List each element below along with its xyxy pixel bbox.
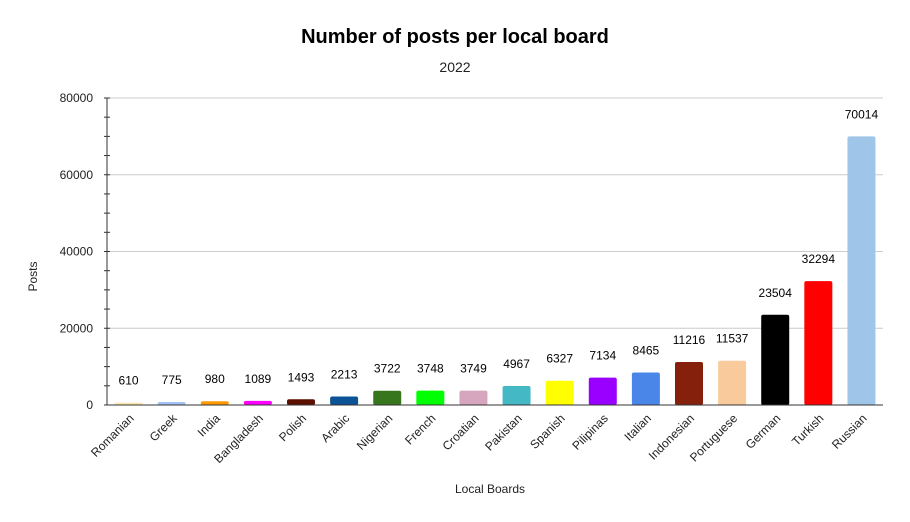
bar-portuguese — [718, 360, 747, 405]
y-tick-label: 60000 — [60, 168, 94, 182]
data-label: 70014 — [845, 107, 879, 121]
x-tick-label: Pakistan — [482, 411, 524, 453]
x-tick-label: Arabic — [318, 411, 352, 445]
x-tick-label: India — [195, 411, 224, 440]
x-tick-label: Polish — [276, 411, 309, 444]
data-label: 11537 — [716, 332, 749, 346]
data-label: 1089 — [245, 372, 272, 386]
data-label: 1493 — [288, 370, 315, 384]
bar-german — [761, 314, 790, 405]
data-label: 4967 — [503, 357, 530, 371]
y-tick-label: 80000 — [60, 91, 94, 105]
x-tick-label: Turkish — [789, 411, 826, 448]
bar-indonesian — [675, 361, 703, 405]
x-tick-label: Russian — [829, 411, 870, 452]
y-tick-label: 0 — [86, 398, 93, 412]
data-label: 3749 — [460, 362, 487, 376]
chart-title: Number of posts per local board — [301, 26, 609, 48]
data-label: 7134 — [589, 349, 616, 363]
data-label: 3748 — [417, 362, 444, 376]
data-label: 980 — [205, 372, 225, 386]
bar-french — [416, 390, 445, 405]
x-tick-label: Croatian — [440, 411, 482, 453]
y-tick-label: 40000 — [60, 245, 94, 259]
y-tick-label: 20000 — [60, 321, 94, 335]
bar-russian — [847, 136, 876, 405]
data-label: 8465 — [633, 344, 660, 358]
data-label: 32294 — [802, 252, 836, 266]
x-tick-label: Nigerian — [354, 411, 396, 453]
bar-romanian — [114, 402, 143, 405]
x-tick-label: French — [402, 411, 438, 447]
x-tick-label: Italian — [621, 411, 654, 444]
data-label: 2213 — [331, 368, 358, 382]
bar-india — [200, 401, 229, 405]
x-axis-title: Local Boards — [455, 482, 525, 496]
bar-pilipinas — [588, 377, 617, 405]
bar-pakistan — [502, 385, 531, 405]
data-label: 775 — [162, 373, 182, 387]
data-label: 11216 — [673, 333, 706, 347]
x-tick-label: Pilipinas — [569, 411, 611, 453]
bar-turkish — [804, 281, 833, 405]
bar-polish — [287, 399, 315, 405]
chart-subtitle: 2022 — [439, 59, 471, 75]
bar-greek — [157, 402, 186, 405]
bar-arabic — [330, 396, 359, 405]
data-label: 6327 — [546, 352, 573, 366]
data-label: 3722 — [374, 362, 401, 376]
bar-spanish — [545, 380, 574, 405]
data-label: 23504 — [759, 286, 793, 300]
bar-italian — [631, 372, 660, 405]
x-tick-label: Romanian — [88, 411, 137, 460]
bar-croatian — [459, 390, 488, 405]
bar-bangladesh — [243, 400, 272, 405]
bar-nigerian — [373, 390, 402, 405]
x-tick-label: Greek — [147, 411, 181, 445]
x-tick-label: Spanish — [527, 411, 568, 452]
data-label: 610 — [119, 374, 139, 388]
x-tick-label: German — [743, 411, 784, 452]
y-axis-title: Posts — [26, 261, 40, 291]
